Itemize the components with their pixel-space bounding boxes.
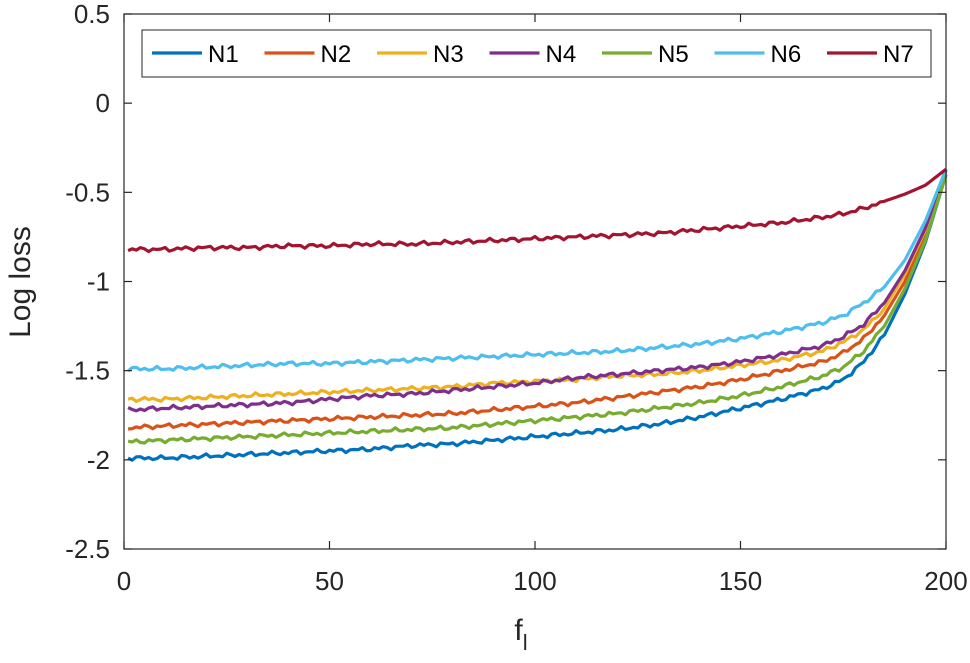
x-tick-label: 150 (719, 566, 762, 596)
series-layer (127, 167, 948, 462)
x-tick-label: 50 (315, 566, 344, 596)
y-tick-label: -1.5 (65, 356, 110, 386)
y-tick-label: 0 (96, 88, 110, 118)
legend-label-n3: N3 (433, 41, 464, 68)
x-tick-label: 200 (924, 566, 967, 596)
y-tick-label: 0.5 (74, 0, 110, 29)
x-tick-label: 100 (513, 566, 556, 596)
legend-label-n2: N2 (321, 41, 352, 68)
x-tick-label: 0 (117, 566, 131, 596)
ticks-layer: 0 50 100 150 200 0.5 0 -0.5 -1 -1.5 -2 -2.5 (65, 0, 968, 596)
x-axis-title: fl (514, 614, 527, 655)
legend-label-n4: N4 (546, 41, 577, 68)
legend-label-n1: N1 (208, 41, 239, 68)
series-line-n5 (127, 174, 948, 445)
series-line-n6 (127, 168, 948, 373)
legend-label-n5: N5 (658, 41, 689, 68)
y-tick-label: -1 (87, 267, 110, 297)
y-tick-label: -0.5 (65, 177, 110, 207)
series-line-n1 (127, 174, 948, 462)
legend: N1 N2 N3 N4 N5 N6 N7 (141, 29, 932, 78)
legend-label-n7: N7 (883, 41, 914, 68)
series-line-n7 (127, 167, 947, 254)
y-tick-label: -2 (87, 445, 110, 475)
series-line-n3 (127, 168, 948, 403)
legend-label-n6: N6 (771, 41, 802, 68)
series-line-n4 (127, 168, 948, 413)
plot-area-frame (123, 13, 947, 550)
y-axis-title: Log loss (4, 226, 37, 338)
y-tick-label: -2.5 (65, 534, 110, 564)
series-line-n2 (127, 170, 948, 431)
